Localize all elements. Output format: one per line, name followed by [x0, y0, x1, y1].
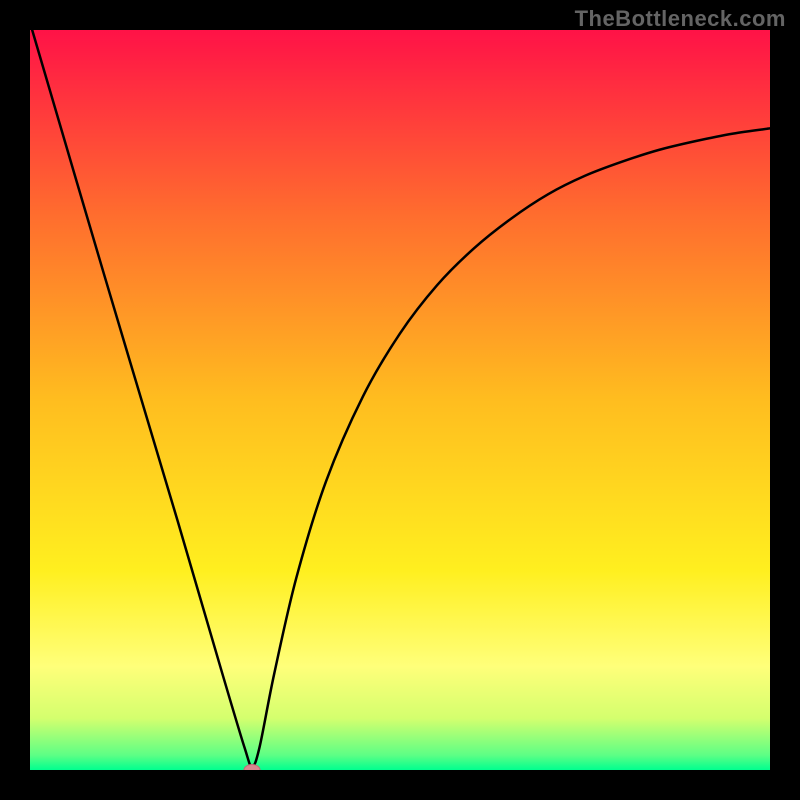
watermark-text: TheBottleneck.com [575, 6, 786, 32]
bottleneck-chart [0, 0, 800, 800]
chart-frame: TheBottleneck.com [0, 0, 800, 800]
